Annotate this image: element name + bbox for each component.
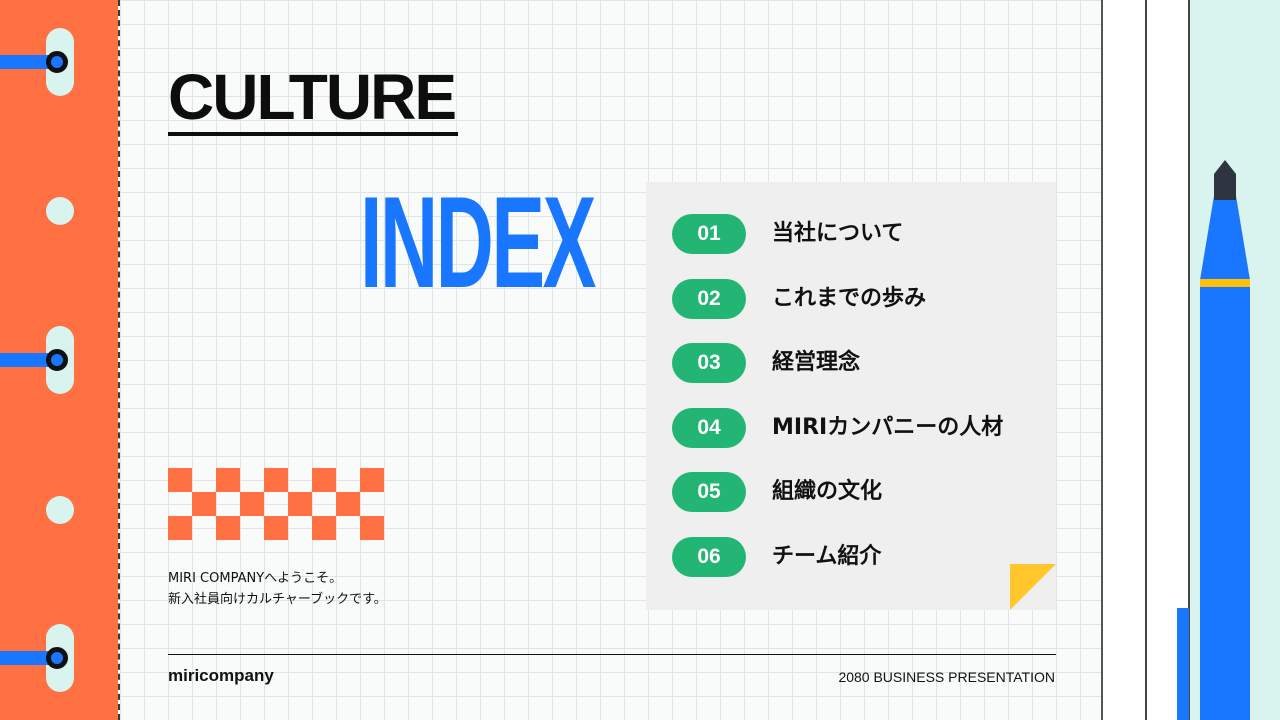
page-edge	[1101, 0, 1103, 720]
binder-ring-icon	[46, 647, 68, 669]
index-item-label: これまでの歩み	[772, 286, 927, 311]
index-item-label: 経営理念	[772, 350, 861, 375]
intro-line: 新入社員向けカルチャーブックです。	[168, 592, 387, 607]
index-number-badge: 04	[672, 408, 746, 448]
pen-band	[1200, 279, 1250, 287]
brand-name: miricompany	[168, 666, 274, 685]
footer-divider	[168, 654, 1056, 655]
binder-hole	[46, 197, 74, 225]
binder-hole	[46, 496, 74, 524]
index-item[interactable]: 04 MIRIカンパニーの人材	[672, 408, 1052, 448]
index-item[interactable]: 02 これまでの歩み	[672, 279, 1052, 319]
index-number-badge: 05	[672, 472, 746, 512]
index-number-badge: 02	[672, 279, 746, 319]
index-item-label: 当社について	[772, 221, 904, 246]
index-item[interactable]: 01 当社について	[672, 214, 1052, 254]
title-underline	[168, 132, 458, 136]
page-tab	[1177, 608, 1189, 720]
index-heading: INDEX	[360, 169, 596, 315]
index-item[interactable]: 03 経営理念	[672, 343, 1052, 383]
binder-ring-icon	[46, 51, 68, 73]
binder-ring-icon	[46, 349, 68, 371]
index-item-label: MIRIカンパニーの人材	[772, 415, 1004, 440]
index-number-badge: 06	[672, 537, 746, 577]
checker-pattern	[168, 468, 384, 540]
index-item-label: チーム紹介	[772, 544, 882, 569]
intro-line: MIRI COMPANYへようこそ。	[168, 571, 343, 586]
binder-stitch	[118, 0, 120, 720]
index-number-badge: 01	[672, 214, 746, 254]
page-divider	[1145, 0, 1147, 720]
page-title: CULTURE	[168, 61, 457, 133]
index-item[interactable]: 05 組織の文化	[672, 472, 1052, 512]
page-divider	[1188, 0, 1190, 720]
index-number-badge: 03	[672, 343, 746, 383]
intro-text: MIRI COMPANYへようこそ。 新入社員向けカルチャーブックです。	[168, 568, 387, 610]
index-item[interactable]: 06 チーム紹介	[672, 537, 1052, 577]
pen-body	[1200, 287, 1250, 720]
footer-caption: 2080 BUSINESS PRESENTATION	[838, 669, 1055, 685]
index-item-label: 組織の文化	[772, 479, 883, 504]
pen-tip	[1214, 160, 1236, 200]
